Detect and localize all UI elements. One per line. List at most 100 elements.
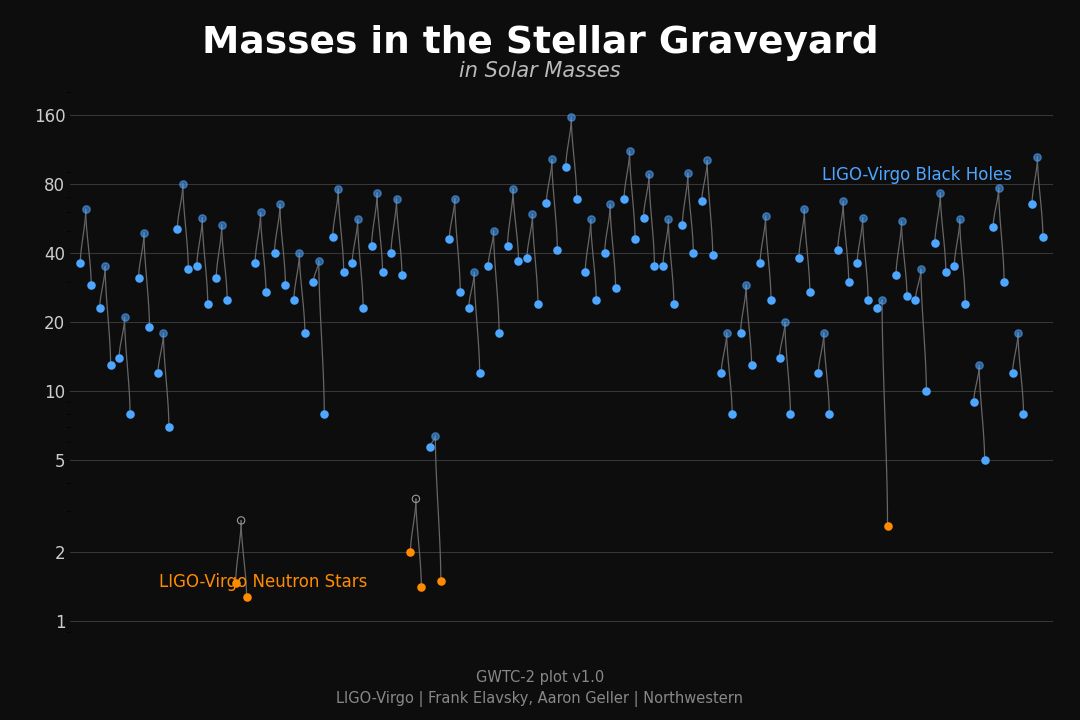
Point [524,208,541,220]
Point [130,273,147,284]
Point [829,245,847,256]
Point [868,302,886,314]
Point [646,261,663,272]
Point [199,298,216,310]
Point [616,193,633,204]
Point [660,214,677,225]
Point [1004,367,1022,379]
Point [543,154,561,166]
Point [335,266,352,278]
Point [946,261,963,272]
Point [471,367,488,379]
Point [951,214,969,225]
Point [465,266,483,278]
Point [427,430,444,441]
Point [441,233,458,245]
Point [743,359,760,371]
Point [549,245,566,256]
Text: LIGO-Virgo | Frank Elavsky, Aaron Geller | Northwestern: LIGO-Virgo | Frank Elavsky, Aaron Geller… [337,691,743,707]
Point [413,582,430,593]
Point [732,327,750,338]
Point [557,161,575,172]
Point [835,196,852,207]
Point [879,520,896,531]
Point [907,294,924,305]
Point [563,112,580,123]
Point [704,250,721,261]
Point [821,408,838,419]
Point [257,287,274,298]
Point [665,298,683,310]
Point [193,212,211,223]
Point [996,276,1013,287]
Point [893,215,910,227]
Point [382,247,400,258]
Point [762,294,780,305]
Point [849,258,866,269]
Point [446,193,463,204]
Point [771,352,788,364]
Point [121,408,138,419]
Point [349,214,366,225]
Point [796,204,813,215]
Point [602,199,619,210]
Point [160,421,177,433]
Point [402,546,419,557]
Point [135,227,152,238]
Point [71,258,89,269]
Point [971,359,988,371]
Point [266,247,283,258]
Point [213,219,230,230]
Point [899,290,916,302]
Point [451,287,469,298]
Point [1024,199,1041,210]
Point [154,327,172,338]
Point [937,266,955,278]
Point [315,408,333,419]
Point [329,183,347,194]
Point [296,327,313,338]
Point [713,367,730,379]
Point [674,219,691,230]
Point [913,264,930,275]
Point [354,302,372,314]
Point [757,210,774,222]
Point [432,575,449,586]
Point [860,294,877,305]
Point [990,181,1008,193]
Point [777,316,794,328]
Point [538,197,555,209]
Point [140,321,158,333]
Point [207,273,225,284]
Point [343,258,361,269]
Point [102,359,119,371]
Point [276,279,294,291]
Point [782,408,799,419]
Point [271,199,288,210]
Point [815,327,833,338]
Point [510,255,527,266]
Point [874,294,891,305]
Point [227,577,244,589]
Text: LIGO-Virgo Neutron Stars: LIGO-Virgo Neutron Stars [159,573,367,591]
Point [966,396,983,408]
Text: in Solar Masses: in Solar Masses [459,61,621,81]
Point [582,214,599,225]
Point [238,591,255,603]
Point [640,168,658,180]
Point [654,261,672,272]
Point [724,408,741,419]
Point [607,283,624,294]
Point [577,266,594,278]
Point [699,155,716,166]
Point [110,352,127,364]
Point [679,167,697,179]
Point [985,221,1002,233]
Point [957,298,974,310]
Point [854,212,872,223]
Point [621,145,638,157]
Point [490,327,508,338]
Point [801,287,819,298]
Text: Masses in the Stellar Graveyard: Masses in the Stellar Graveyard [202,25,878,61]
Point [305,276,322,287]
